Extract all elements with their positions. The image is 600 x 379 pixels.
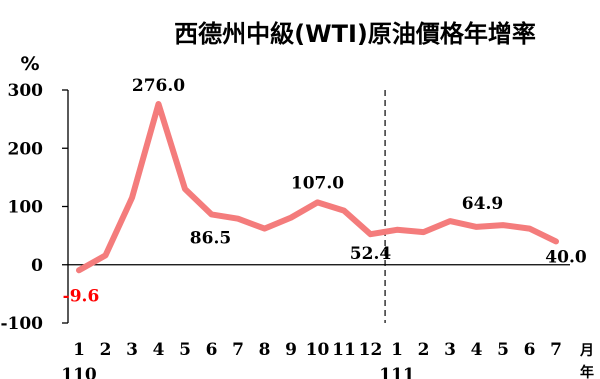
y-tick-label: 200 [8, 139, 44, 159]
x-tick-label: 1 [73, 340, 85, 360]
data-label: 40.0 [545, 247, 587, 267]
x-tick-label: 3 [126, 340, 138, 360]
y-tick-label: 300 [8, 81, 44, 101]
data-label: 276.0 [132, 76, 185, 96]
data-label: 64.9 [462, 194, 503, 214]
x-axis-year-unit: 年 [580, 364, 594, 379]
x-tick-label: 12 [359, 340, 383, 360]
x-tick-label: 4 [471, 340, 483, 360]
data-label: 86.5 [190, 228, 231, 248]
x-tick-label: 6 [206, 340, 218, 360]
y-axis: 300 200 100 0 -100 [0, 81, 69, 334]
x-tick-label: 7 [550, 340, 562, 360]
y-tick-label: -100 [0, 314, 43, 334]
x-tick-label: 4 [153, 340, 165, 360]
x-tick-label: 8 [259, 340, 271, 360]
data-label: -9.6 [63, 286, 100, 306]
data-labels: -9.6 276.0 86.5 107.0 52.4 64.9 40.0 [63, 76, 587, 306]
x-year-label: 111 [379, 365, 415, 379]
series-line [76, 101, 559, 274]
chart-title: 西德州中級(WTI)原油價格年增率 [174, 20, 536, 48]
x-tick-label: 5 [497, 340, 509, 360]
x-tick-label: 11 [332, 340, 356, 360]
x-year-label: 110 [61, 365, 97, 379]
data-label: 107.0 [291, 173, 344, 193]
x-tick-label: 9 [285, 340, 297, 360]
x-tick-label: 10 [306, 340, 330, 360]
x-tick-label: 1 [391, 340, 403, 360]
x-tick-label: 6 [524, 340, 536, 360]
x-axis-month-unit: 月 [579, 343, 594, 359]
x-tick-label: 2 [418, 340, 430, 360]
y-tick-label: 0 [31, 256, 43, 276]
data-label: 52.4 [350, 244, 392, 264]
series-line-path [76, 101, 559, 274]
x-tick-label: 5 [179, 340, 191, 360]
x-tick-label: 7 [232, 340, 244, 360]
x-tick-label: 2 [100, 340, 112, 360]
x-tick-label: 3 [444, 340, 456, 360]
y-axis-unit: % [20, 53, 39, 75]
y-tick-label: 100 [8, 198, 44, 218]
